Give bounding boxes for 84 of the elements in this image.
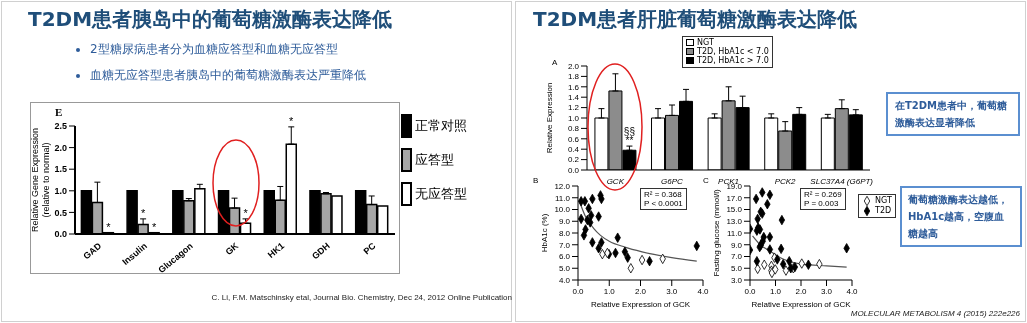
y-tick-label: 15.0: [726, 205, 743, 215]
y-tick-label: 1.6: [567, 82, 580, 92]
y-tick-label: 1.2: [567, 103, 580, 113]
y-axis-title: Fasting glucose (mmol/l): [712, 189, 722, 277]
y-tick-label: 7.0: [558, 240, 571, 250]
y-tick-label: 1.0: [567, 113, 580, 123]
chart-title: T2DM患者肝脏葡萄糖激酶表达降低: [533, 6, 858, 33]
y-axis-title: HbA1c (%): [540, 213, 550, 253]
x-tick-label: PCK2: [774, 176, 797, 186]
y-tick-label: 0.4: [567, 145, 580, 155]
y-tick-label: 8.0: [558, 228, 571, 238]
x-tick-label: GCK: [606, 176, 625, 186]
x-tick-label: 3.0: [666, 286, 678, 296]
y-tick-label: 0.2: [567, 155, 580, 165]
x-axis-title: Relative Expression of GCK: [590, 300, 691, 309]
y-tick-label: 5.0: [558, 264, 571, 274]
x-tick-label: HK1: [265, 240, 287, 261]
data-label: *: [289, 114, 295, 127]
legend-label: 正常对照: [415, 117, 467, 134]
y-tick-label: 12.0: [554, 181, 571, 191]
y-tick-label: 13.0: [726, 217, 743, 227]
text: C: [703, 176, 709, 185]
y-tick-label: 0.0: [54, 229, 67, 240]
y-tick-label: 9.0: [730, 240, 743, 250]
x-tick-label: 4.0: [697, 286, 710, 296]
y-tick-label: 1.5: [54, 164, 67, 175]
y-tick-label: 1.8: [567, 72, 580, 82]
y-tick-label: 2.0: [567, 61, 580, 71]
y-axis-title: Relative Gene Expression (relative to normal): [30, 127, 51, 233]
annotation: R² = 0.269 P = 0.003: [800, 188, 846, 210]
y-tick-label: 10.0: [554, 205, 571, 215]
x-tick-label: 3.0: [820, 286, 833, 296]
y-tick-label: 0.6: [567, 134, 580, 144]
data-label: *: [151, 220, 157, 233]
legend-label: NGT: [875, 196, 892, 206]
y-tick-label: 1.0: [54, 185, 67, 196]
x-tick-label: SLC37A4 (G6PT): [810, 176, 874, 186]
text: 葡萄糖激酶表达越低，HbA1c越高，空腹血糖越高: [900, 186, 1022, 247]
text: B: [533, 176, 539, 185]
y-tick-label: 2.5: [54, 121, 67, 132]
x-tick-label: PC: [361, 240, 378, 257]
y-tick-label: 0.0: [567, 165, 580, 175]
y-tick-label: 0.8: [567, 124, 580, 134]
y-tick-label: 17.0: [726, 193, 743, 203]
x-tick-label: 1.0: [603, 286, 616, 296]
y-tick-label: 2.0: [54, 142, 67, 153]
y-tick-label: 6.0: [558, 252, 571, 262]
legend-label: NGT: [697, 38, 714, 47]
x-tick-label: 4.0: [846, 286, 859, 296]
data-label: *: [140, 206, 146, 219]
legend-label: T2D, HbA1c < 7.0: [697, 47, 769, 57]
y-axis-title: Relative Expression: [545, 82, 555, 154]
y-tick-label: 9.0: [558, 217, 571, 227]
x-tick-label: 2.0: [634, 286, 647, 296]
x-axis-title: Relative Expression of GCK: [751, 300, 852, 309]
x-tick-label: GK: [223, 240, 241, 258]
text: 2型糖尿病患者分为血糖应答型和血糖无应答型: [90, 41, 338, 58]
y-tick-label: 11.0: [555, 193, 571, 203]
text: A: [552, 58, 558, 67]
legend-label: 应答型: [415, 151, 454, 168]
text: C. Li, F.M. Matschinsky etal, Journal Bio. Chemistry, Dec 24, 2012 Online Publication: [211, 293, 512, 302]
text: 血糖无应答型患者胰岛中的葡萄糖激酶表达严重降低: [90, 67, 366, 84]
annotation: R² = 0.368 P < 0.0001: [640, 188, 687, 210]
y-tick-label: 3.0: [730, 275, 743, 285]
text: MOLECULAR METABOLISM 4 (2015) 222e226: [850, 309, 1020, 318]
data-label: §§ **: [623, 126, 635, 147]
y-tick-label: 5.0: [730, 264, 743, 274]
y-tick-label: 0.5: [54, 207, 67, 218]
y-tick-label: 11.0: [727, 228, 743, 238]
x-tick-label: 0.0: [744, 286, 757, 296]
legend-label: T2D: [875, 206, 892, 216]
y-tick-label: 4.0: [558, 275, 571, 285]
text: 在T2DM患者中，葡萄糖激酶表达显著降低: [886, 92, 1020, 136]
x-tick-label: 2.0: [795, 286, 808, 296]
y-tick-label: 7.0: [730, 252, 743, 262]
data-label: *: [106, 220, 112, 233]
text: E: [55, 106, 63, 118]
legend-label: 无应答型: [415, 185, 467, 202]
x-tick-label: G6PC: [661, 176, 684, 186]
legend-label: T2D, HbA1c > 7.0: [697, 56, 769, 66]
y-tick-label: 1.4: [567, 93, 580, 103]
chart-title: T2DM患者胰岛中的葡萄糖激酶表达降低: [28, 6, 393, 33]
x-tick-label: 1.0: [769, 286, 782, 296]
data-label: *: [243, 206, 249, 219]
